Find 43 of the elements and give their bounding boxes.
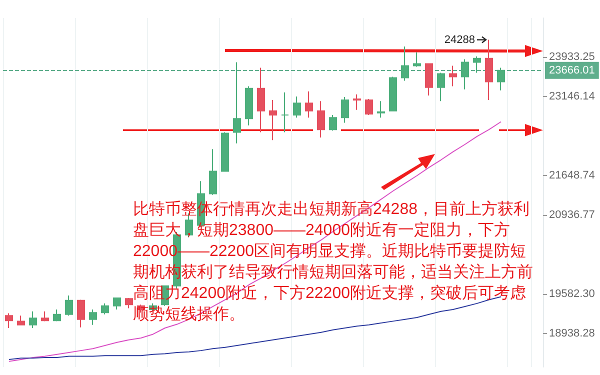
candlestick [449,65,457,87]
candlestick [77,299,85,328]
candlestick [401,46,409,82]
ref-line-label: 23666.01 [549,64,595,76]
candlestick [221,132,229,172]
candlestick [17,315,25,326]
candlestick [113,297,121,310]
candlestick [53,309,61,322]
candlestick [41,310,49,322]
candlestick [437,72,445,102]
candlestick [245,86,253,126]
candlestick [281,92,289,133]
candlestick [305,90,313,118]
candlestick [413,52,421,68]
candlestick [209,148,217,196]
candlestick [5,312,13,328]
candlestick [485,39,493,101]
candlestick [329,114,337,132]
annotation: 24288 [444,34,475,46]
candlestick [377,100,385,118]
candlestick [29,310,37,328]
candlestick [461,58,469,90]
y-tick-label: 20936.77 [549,209,595,222]
candlestick [425,63,433,96]
y-tick-label: 18938.28 [549,328,595,340]
candlestick [101,302,109,315]
candlestick [473,56,481,74]
candlestick [65,295,73,316]
candlestick [389,76,397,112]
candlestick [365,98,373,116]
candlestick [269,100,277,141]
candlestick [341,96,349,124]
candlestick [89,309,97,326]
y-tick-label: 23146.14 [549,90,595,103]
candlestick [497,67,505,91]
candlestick [317,100,325,138]
candlestick [293,96,301,118]
candlestick [353,94,361,110]
y-tick-label: 19582.30 [549,288,595,300]
candlestick [125,297,133,309]
candlestick [257,67,265,133]
y-tick-label: 21648.74 [549,170,595,182]
y-tick-label: 23933.25 [549,51,595,64]
